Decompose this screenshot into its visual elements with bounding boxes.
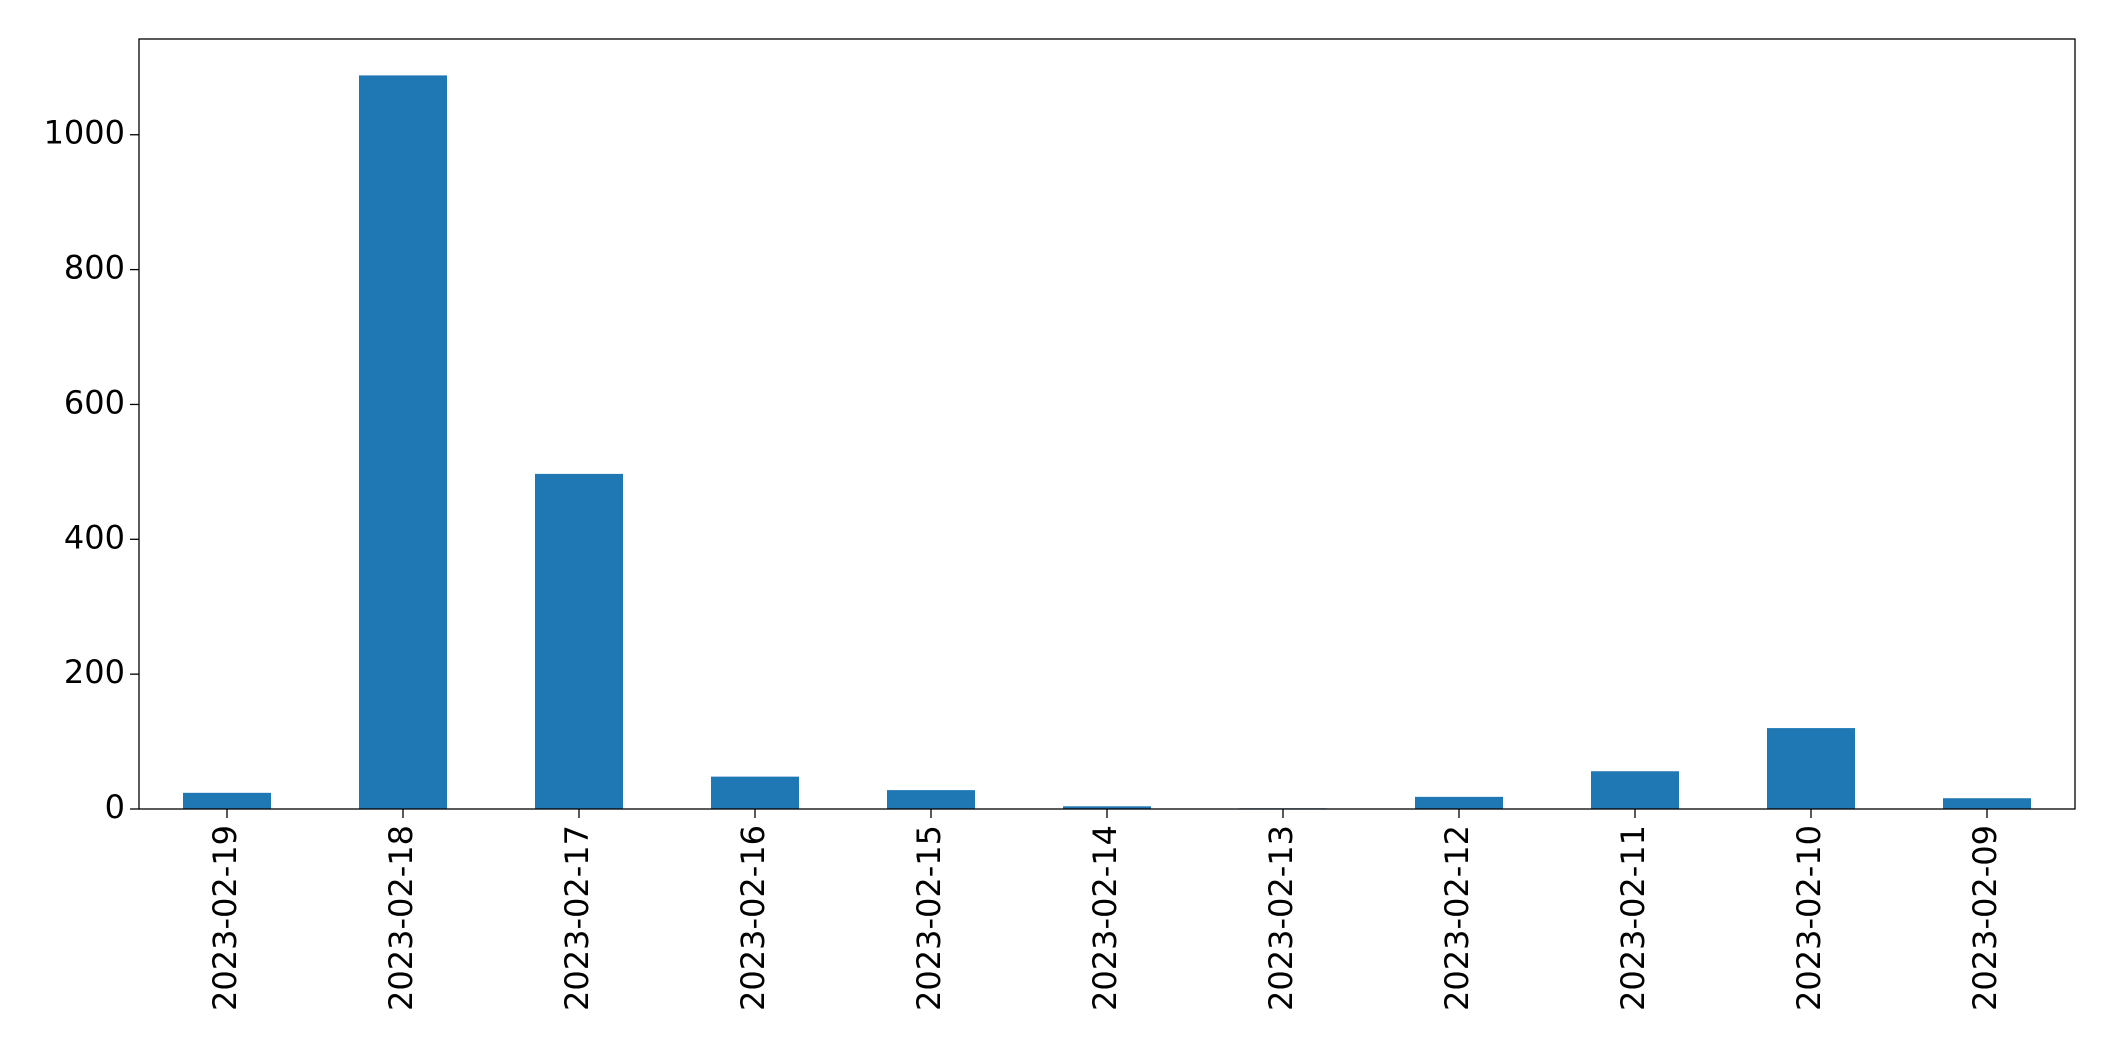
x-tick-label: 2023-02-17 <box>558 825 596 1011</box>
x-tick-label: 2023-02-18 <box>382 825 420 1011</box>
x-tick-label: 2023-02-16 <box>734 825 772 1011</box>
bar <box>535 473 623 809</box>
x-tick-label: 2023-02-13 <box>1262 825 1300 1011</box>
bar <box>1943 798 2031 809</box>
bar <box>183 792 271 809</box>
y-tick-label: 600 <box>64 383 125 421</box>
bar <box>887 790 975 809</box>
plot-frame <box>138 38 2076 810</box>
bar <box>1063 806 1151 809</box>
bar <box>359 75 447 810</box>
bar <box>1415 796 1503 809</box>
bar <box>711 776 799 809</box>
y-tick-label: 0 <box>105 788 125 826</box>
bar <box>1767 728 1855 809</box>
x-tick-label: 2023-02-12 <box>1438 825 1476 1011</box>
x-tick-label: 2023-02-10 <box>1790 825 1828 1011</box>
y-tick-label: 800 <box>64 249 125 287</box>
y-tick-label: 1000 <box>44 114 125 152</box>
x-tick-label: 2023-02-11 <box>1614 825 1652 1011</box>
bar <box>1591 771 1679 809</box>
x-tick-label: 2023-02-19 <box>206 825 244 1011</box>
y-tick-label: 200 <box>64 653 125 691</box>
x-tick-label: 2023-02-14 <box>1086 825 1124 1011</box>
y-tick-label: 400 <box>64 518 125 556</box>
x-tick-label: 2023-02-15 <box>910 825 948 1011</box>
x-tick-label: 2023-02-09 <box>1966 825 2004 1011</box>
